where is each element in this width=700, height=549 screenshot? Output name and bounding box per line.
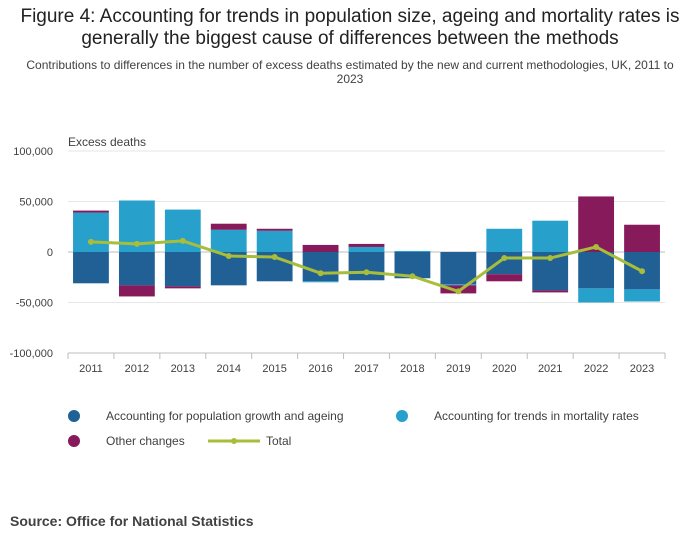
x-tick-label: 2015 [262, 363, 286, 375]
bar-segment [302, 252, 339, 282]
total-point [409, 273, 416, 280]
legend-label: Total [266, 434, 291, 448]
y-tick-label: -100,000 [10, 348, 53, 360]
bar-segment [624, 289, 660, 302]
bar-segment [348, 246, 385, 252]
x-tick-label: 2011 [79, 363, 103, 375]
total-point [455, 288, 462, 295]
total-point [501, 255, 508, 262]
legend-swatch [68, 435, 80, 447]
bar-segment [73, 252, 109, 284]
legend-swatch [68, 410, 80, 422]
bar-segment [302, 244, 339, 252]
x-tick-label: 2019 [446, 363, 470, 375]
legend-label: Accounting for population growth and age… [106, 409, 344, 423]
y-tick-label: 100,000 [13, 146, 53, 158]
x-tick-label: 2013 [171, 363, 195, 375]
y-tick-label: 50,000 [19, 197, 53, 209]
total-point [363, 269, 370, 276]
bar-segment [348, 243, 385, 247]
y-axis-label: Excess deaths [68, 135, 146, 149]
bar-segment [578, 196, 615, 252]
bar-segment [256, 230, 293, 252]
x-tick-label: 2016 [308, 363, 332, 375]
y-tick-label: -50,000 [16, 298, 53, 310]
total-point [547, 255, 554, 262]
bar-segment [394, 250, 431, 252]
total-point [593, 243, 600, 250]
chart-subtitle: Contributions to differences in the numb… [26, 58, 674, 86]
x-tick-label: 2023 [630, 363, 654, 375]
bar-segment [486, 274, 523, 282]
chart-title: Figure 4: Accounting for trends in popul… [20, 6, 680, 49]
legend-swatch-point [231, 438, 237, 444]
bar-segment [118, 252, 155, 286]
legend-swatch [396, 410, 408, 422]
bar-segment [348, 252, 385, 281]
total-point [87, 238, 94, 245]
x-tick-label: 2012 [125, 363, 149, 375]
x-tick-label: 2021 [538, 363, 562, 375]
bar-segment [256, 228, 293, 231]
x-tick-label: 2022 [584, 363, 608, 375]
bar-segment [532, 220, 569, 252]
bar-segment [164, 252, 201, 287]
bar-segment [440, 252, 477, 285]
x-tick-label: 2018 [400, 363, 424, 375]
total-point [179, 237, 186, 244]
total-point [317, 270, 324, 277]
bar-segment [486, 228, 523, 252]
bar-segment [164, 286, 201, 289]
bar-segment [624, 224, 660, 252]
y-tick-label: 0 [47, 247, 53, 259]
bar-segment [578, 288, 615, 303]
total-point [225, 253, 232, 260]
legend-label: Other changes [106, 434, 185, 448]
bar-segment [73, 212, 109, 252]
bar-segment [532, 290, 569, 293]
bar-segment [440, 284, 477, 286]
stacked-bar-chart: 100,000 50,000 0 -50,000 -100,000 Excess deat… [10, 135, 666, 448]
x-tick-label: 2020 [492, 363, 516, 375]
x-tick-label: 2017 [354, 363, 378, 375]
bar-segment [210, 223, 247, 230]
bar-segment [210, 229, 247, 252]
bar-segment [302, 281, 339, 283]
source-note: Source: Office for National Statistics [10, 513, 254, 529]
bar-segment [118, 285, 155, 297]
x-tick-label: 2014 [216, 363, 240, 375]
legend-label: Accounting for trends in mortality rates [434, 409, 639, 423]
total-point [639, 268, 646, 275]
bar-segment [578, 252, 615, 289]
total-point [271, 254, 278, 261]
total-point [133, 240, 140, 247]
bar-segment [73, 210, 109, 213]
